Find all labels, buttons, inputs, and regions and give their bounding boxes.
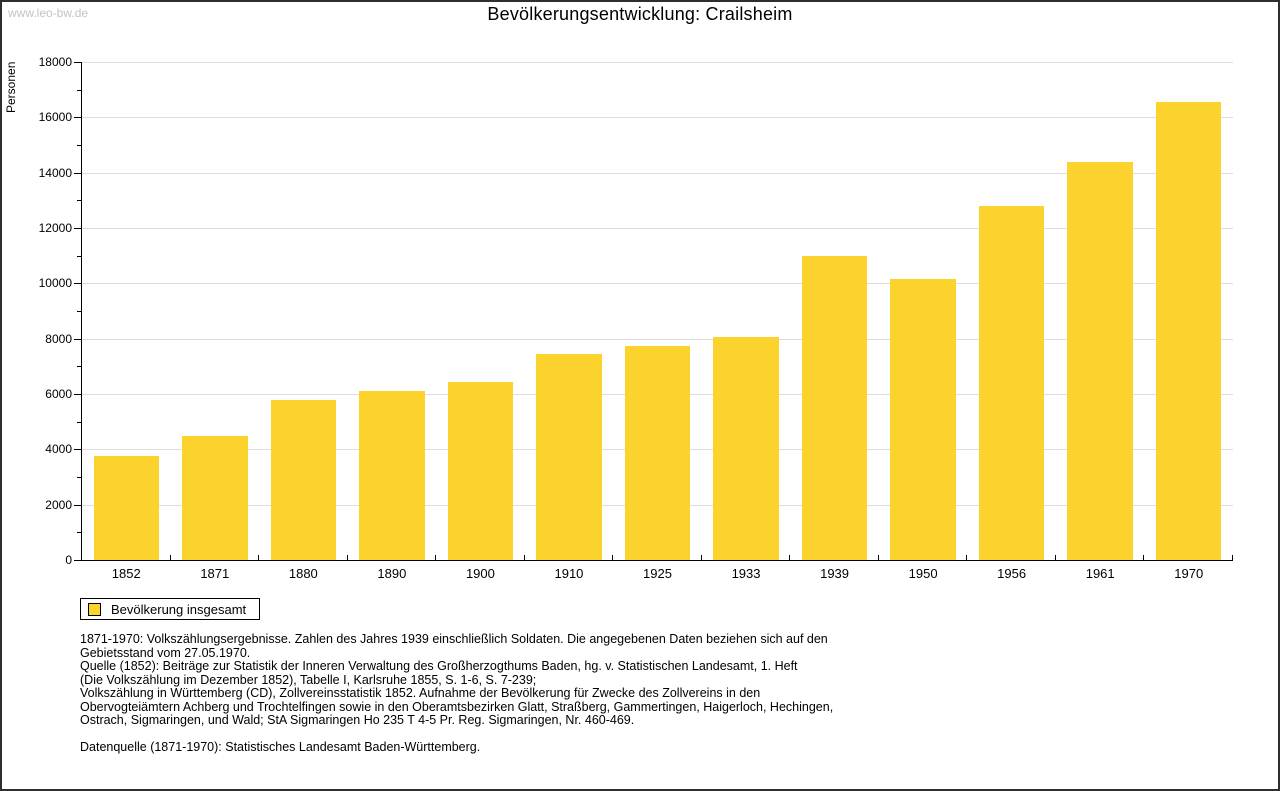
y-axis-minor-tick <box>77 255 81 257</box>
x-axis-tick <box>169 555 171 560</box>
datasource-line: Datenquelle (1871-1970): Statistisches L… <box>80 739 481 754</box>
y-axis-minor-tick <box>77 477 81 478</box>
y-axis-minor-tick <box>77 145 81 146</box>
x-category-label: 1900 <box>465 566 495 581</box>
x-category-label: 1939 <box>820 566 850 581</box>
y-axis-minor-tick <box>77 311 81 312</box>
x-category-label: 1956 <box>997 566 1027 581</box>
y-axis-title: Personen <box>4 61 18 113</box>
y-tick-label: 12000 <box>38 221 72 235</box>
y-tick-label: 16000 <box>38 110 72 125</box>
y-tick-label: 10000 <box>38 276 72 291</box>
y-axis-minor-tick <box>77 89 81 91</box>
x-category-label: 1852 <box>111 566 141 581</box>
y-axis-tick <box>74 394 81 395</box>
gridline <box>82 338 1233 340</box>
x-axis-tick <box>435 555 437 560</box>
bar-1939 <box>801 255 868 560</box>
y-axis-minor-tick <box>77 366 81 368</box>
bar-1956 <box>978 205 1045 560</box>
footnote-line: Volkszählung in Württemberg (CD), Zollve… <box>80 686 761 700</box>
footnote-line: Quelle (1852): Beiträge zur Statistik de… <box>80 659 798 673</box>
footnote-line: Obervogteiämtern Achberg und Trochtelfin… <box>80 699 834 714</box>
y-tick-label: 8000 <box>45 331 72 346</box>
gridline <box>82 228 1233 229</box>
gridline <box>82 172 1233 174</box>
bar-1961 <box>1067 161 1133 560</box>
y-axis-minor-tick <box>77 532 81 534</box>
x-axis-tick <box>1143 555 1145 560</box>
plot-area: 0 2000 4000 6000 8000 10000 12000 14000 16000 180… <box>39 55 1233 581</box>
bar-1900 <box>447 381 514 560</box>
bar-1880 <box>270 399 337 560</box>
x-axis-tick <box>1232 555 1233 560</box>
legend-label: Bevölkerung insgesamt <box>111 601 247 617</box>
x-category-label: 1880 <box>288 566 318 581</box>
bar-1933 <box>713 337 779 560</box>
y-axis-tick <box>74 283 81 285</box>
bar-1852 <box>93 456 160 560</box>
x-axis-tick <box>789 555 791 560</box>
x-category-label: 1925 <box>643 566 672 581</box>
y-axis-tick <box>74 504 81 506</box>
bar-1890 <box>359 391 425 560</box>
x-axis-tick <box>346 555 348 560</box>
y-axis-minor-tick <box>77 421 81 423</box>
y-axis-minor-tick <box>77 200 81 202</box>
x-axis-tick <box>1054 555 1056 560</box>
bar-1871 <box>182 435 248 560</box>
footnote-line: 1871-1970: Volkszählungsergebnisse. Zahl… <box>80 632 828 646</box>
x-category-label: 1933 <box>731 566 761 581</box>
footnote-line: Gebietsstand vom 27.05.1970. <box>80 645 251 660</box>
y-tick-label: 14000 <box>38 165 72 180</box>
x-axis-tick <box>700 555 702 560</box>
legend: Bevölkerung insgesamt <box>80 598 261 620</box>
y-tick-label: 2000 <box>45 497 72 512</box>
y-axis-tick <box>74 117 81 119</box>
y-axis-tick <box>74 449 81 451</box>
y-axis-tick <box>74 228 81 229</box>
x-axis-tick <box>966 555 968 560</box>
x-category-label: 1961 <box>1085 566 1115 581</box>
x-category-label: 1970 <box>1174 566 1204 581</box>
bar-1925 <box>624 345 691 560</box>
bar-1910 <box>536 353 602 560</box>
x-category-label: 1871 <box>200 566 230 581</box>
footnote-line: (Die Volkszählung im Dezember 1852), Tab… <box>80 672 537 687</box>
y-tick-label: 0 <box>65 553 72 567</box>
y-tick-label: 4000 <box>45 442 72 457</box>
bar-1970 <box>1155 102 1222 560</box>
x-category-label: 1950 <box>908 566 938 581</box>
y-axis-tick <box>74 338 81 340</box>
x-axis-tick <box>612 555 614 560</box>
gridline <box>82 117 1233 119</box>
footnote-lines: 1871-1970: Volkszählungsergebnisse. Zahl… <box>80 632 834 728</box>
gridline <box>82 62 1233 63</box>
page-title: Bevölkerungsentwicklung: Crailsheim <box>487 4 793 24</box>
bar-1950 <box>890 279 956 560</box>
y-tick-label: 18000 <box>38 55 72 69</box>
legend-swatch-icon <box>88 602 101 616</box>
x-axis-tick <box>258 555 260 560</box>
x-axis-tick <box>877 555 879 560</box>
gridline <box>82 283 1233 285</box>
footnotes: 1871-1970: Volkszählungsergebnisse. Zahl… <box>80 632 834 754</box>
y-tick-label: 6000 <box>45 387 72 401</box>
x-axis-tick <box>523 555 525 560</box>
y-axis-tick <box>74 560 81 561</box>
footnote-line: Ostrach, Sigmaringen, und Wald; StA Sigm… <box>80 713 635 727</box>
y-axis-tick <box>74 62 81 63</box>
y-axis-tick <box>74 172 81 174</box>
x-category-label: 1890 <box>377 566 407 581</box>
x-category-label: 1910 <box>554 566 584 581</box>
watermark: www.leo-bw.de <box>8 6 89 20</box>
